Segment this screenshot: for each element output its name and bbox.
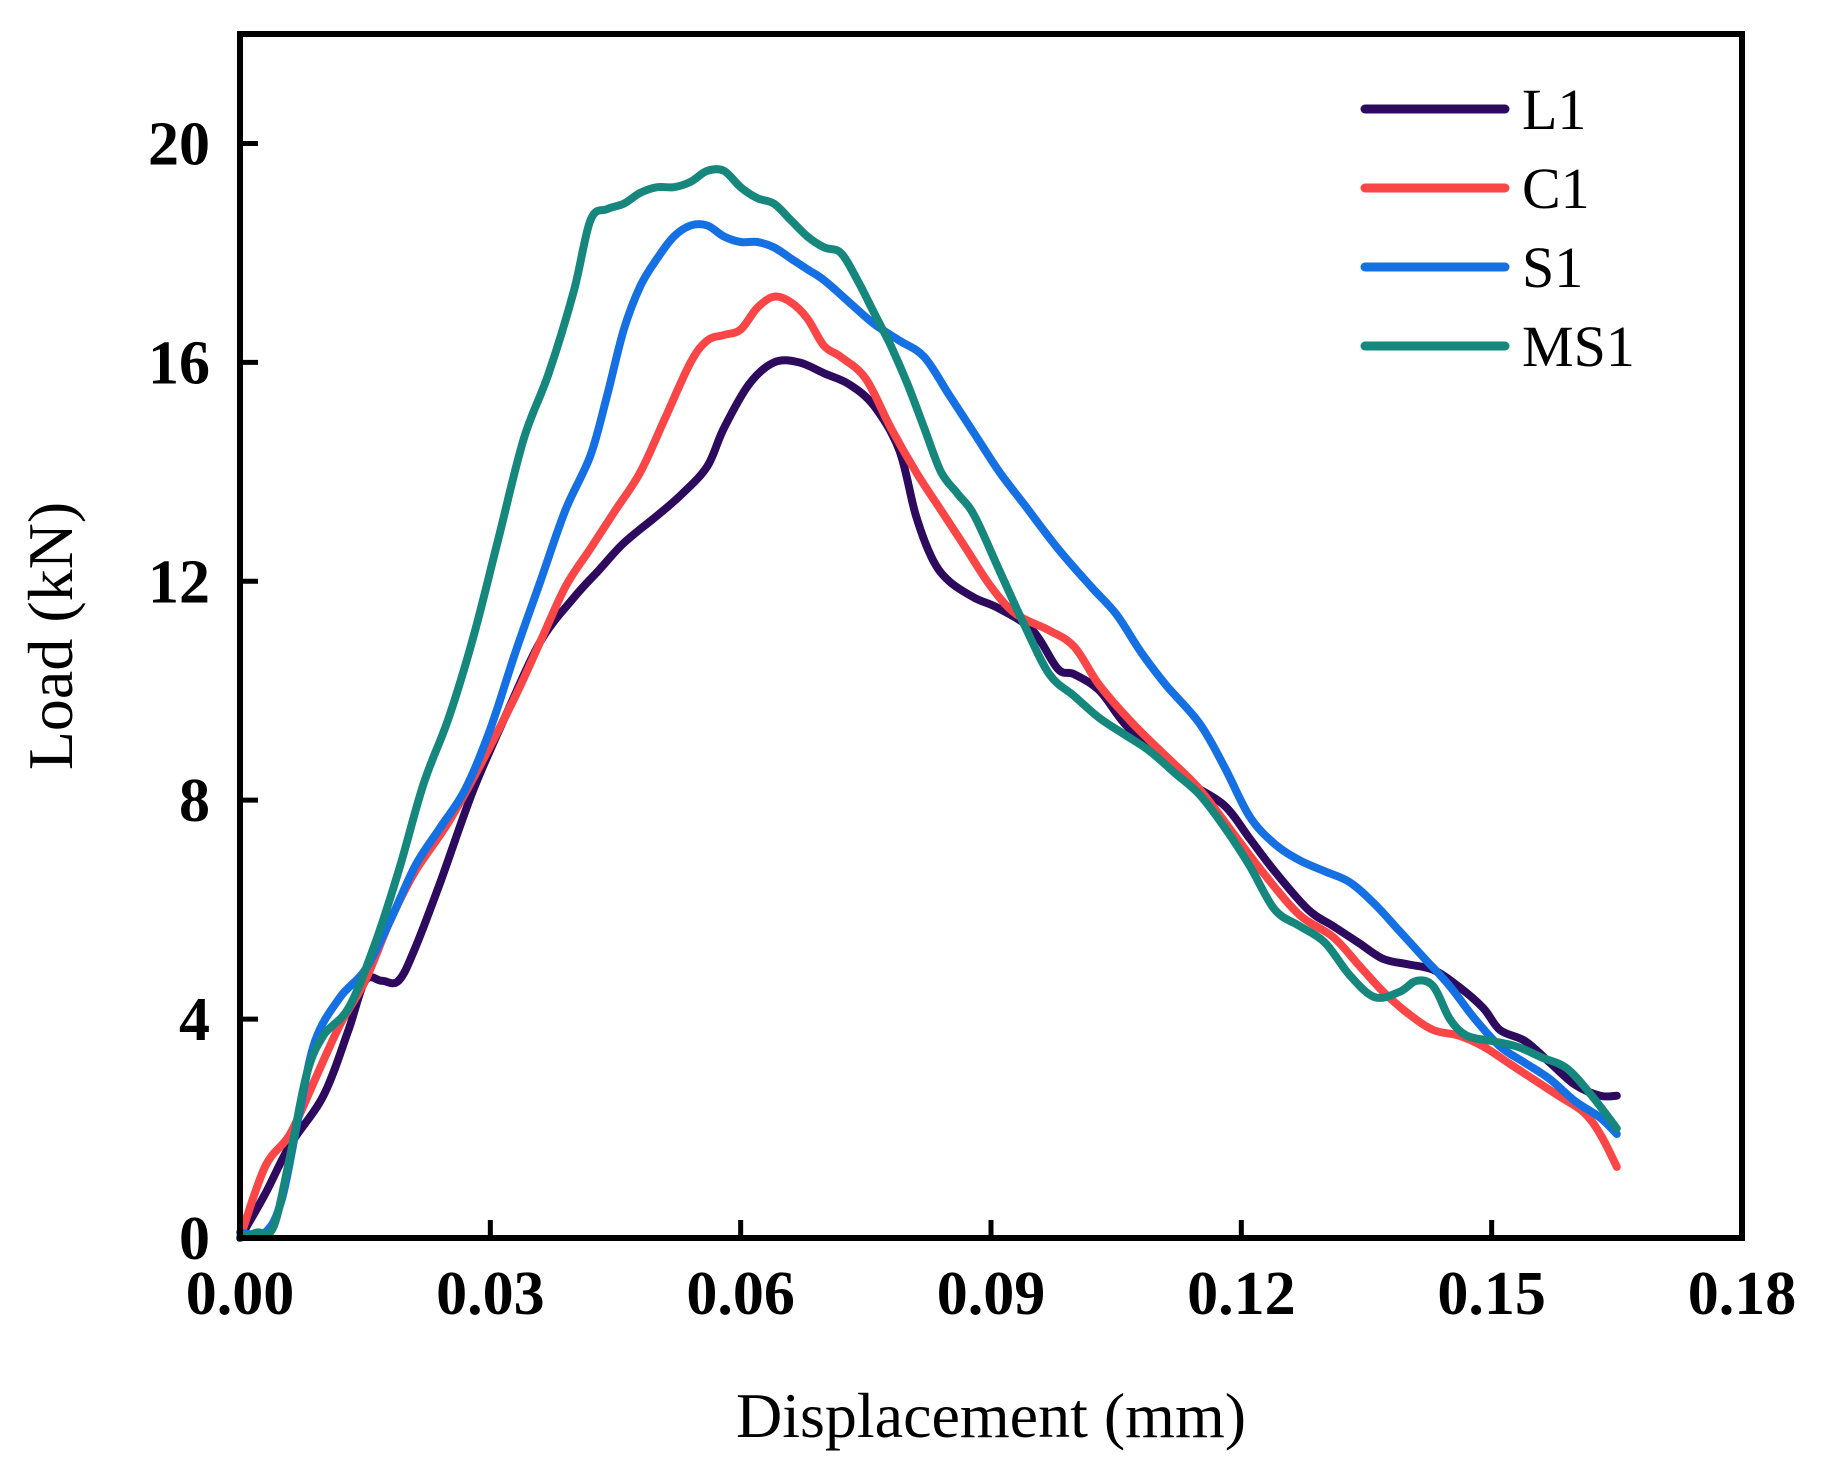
y-tick-label: 20 [148,110,210,178]
y-tick-label: 12 [148,548,210,616]
series-line-c1 [236,292,1621,1242]
x-tick-label: 0.15 [1437,1260,1546,1328]
legend-label-l1: L1 [1522,77,1586,142]
x-tick-label: 0.12 [1187,1260,1296,1328]
x-tick-label: 0.06 [686,1260,795,1328]
y-tick-label: 16 [148,329,210,397]
x-axis-title: Displacement (mm) [736,1380,1246,1451]
y-tick-label: 0 [179,1205,210,1273]
x-tick-label: 0.03 [436,1260,545,1328]
legend: L1 C1 S1 MS1 [1360,77,1635,379]
series-line-l1 [236,356,1621,1242]
legend-label-ms1: MS1 [1522,314,1635,379]
series-line-s1 [236,220,1621,1239]
legend-label-c1: C1 [1522,156,1590,221]
ticks-layer: 0.00 0.03 0.06 0.09 0.12 0.15 0.18 0 4 8 12 16 20 [148,110,1796,1328]
y-tick-label: 8 [179,767,210,835]
x-tick-label: 0.09 [937,1260,1046,1328]
x-tick-label: 0.18 [1688,1260,1797,1328]
legend-label-s1: S1 [1522,235,1583,300]
series-line-ms1 [236,165,1621,1242]
y-axis-title: Load (kN) [15,502,86,770]
x-tick-label: 0.00 [186,1260,295,1328]
series-layer [236,165,1621,1242]
y-tick-label: 4 [179,986,210,1054]
